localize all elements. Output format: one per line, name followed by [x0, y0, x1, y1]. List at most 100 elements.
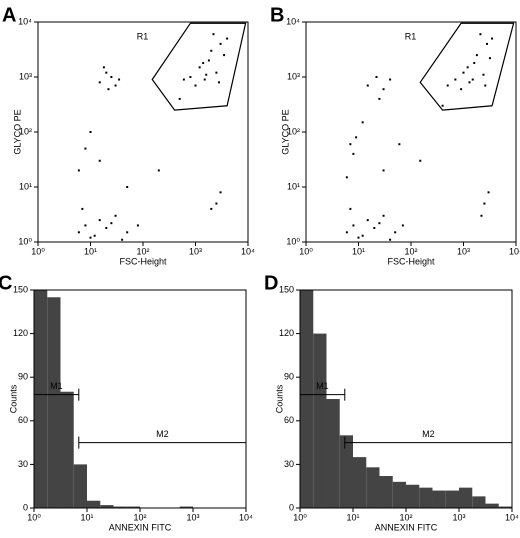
- x-tick-label: 10⁴: [505, 512, 519, 522]
- panel-label: A: [2, 4, 16, 26]
- y-tick-label: 10³: [287, 71, 300, 81]
- event-dot: [136, 224, 139, 227]
- y-tick-label: 10⁰: [286, 236, 300, 246]
- y-tick-label: 0: [23, 502, 28, 512]
- x-axis-label: FSC-Height: [387, 256, 435, 266]
- y-tick-label: 90: [18, 372, 28, 382]
- x-tick-label: 10³: [186, 512, 199, 522]
- event-dot: [114, 84, 117, 87]
- event-dot: [466, 66, 469, 69]
- y-tick-label: 90: [284, 372, 294, 382]
- event-dot: [114, 214, 117, 217]
- event-dot: [89, 236, 92, 239]
- event-dot: [389, 78, 392, 81]
- event-dot: [352, 152, 355, 155]
- event-dot: [210, 49, 213, 52]
- event-dot: [212, 33, 215, 36]
- y-axis-label: GLYCO PE: [280, 109, 290, 154]
- event-dot: [357, 236, 360, 239]
- event-dot: [223, 54, 226, 57]
- event-dot: [398, 143, 401, 146]
- event-dot: [475, 54, 478, 57]
- event-dot: [485, 42, 488, 45]
- histogram-bar: [179, 506, 193, 508]
- y-axis-label: Counts: [8, 384, 18, 413]
- gate-r1: [151, 22, 247, 111]
- histogram-bar: [392, 481, 406, 508]
- histogram-bar: [34, 290, 48, 508]
- x-tick-label: 10²: [133, 512, 146, 522]
- x-tick-label: 10²: [404, 246, 417, 256]
- event-dot: [361, 121, 364, 124]
- histogram-bar: [73, 464, 87, 508]
- event-dot: [361, 234, 364, 237]
- gate-label: R1: [137, 32, 149, 42]
- histogram-bar: [113, 506, 127, 508]
- y-tick-label: 120: [13, 328, 28, 338]
- event-dot: [215, 202, 218, 205]
- event-dot: [157, 169, 160, 172]
- event-dot: [189, 76, 192, 78]
- event-dot: [471, 78, 474, 81]
- event-dot: [394, 231, 397, 234]
- event-dot: [352, 224, 355, 227]
- event-dot: [110, 76, 113, 78]
- x-tick-label: 10¹: [80, 512, 93, 522]
- marker-label: M1: [50, 381, 63, 391]
- x-tick-label: 10¹: [346, 512, 359, 522]
- event-dot: [484, 84, 487, 87]
- event-dot: [98, 219, 101, 222]
- y-axis-label: GLYCO PE: [12, 109, 22, 154]
- event-dot: [489, 57, 492, 60]
- plot-frame: [299, 289, 513, 509]
- y-tick-label: 10²: [287, 126, 300, 136]
- event-dot: [483, 202, 486, 205]
- histogram-bar: [87, 500, 101, 508]
- histogram-bar: [445, 490, 459, 508]
- event-dot: [355, 136, 358, 139]
- histogram-bar: [300, 290, 314, 508]
- gate-label: R1: [405, 32, 417, 42]
- event-dot: [198, 66, 201, 69]
- y-tick-label: 10⁴: [286, 16, 300, 26]
- plot-frame: [37, 21, 249, 243]
- x-tick-label: 10⁴: [509, 246, 520, 256]
- event-dot: [349, 207, 352, 210]
- histogram-bar: [313, 333, 327, 508]
- y-tick-label: 150: [13, 284, 28, 294]
- x-tick-label: 10³: [452, 512, 465, 522]
- x-axis-label: ANNEXIN FITC: [375, 522, 438, 532]
- y-tick-label: 10³: [19, 71, 32, 81]
- y-tick-label: 0: [289, 502, 294, 512]
- event-dot: [382, 214, 385, 217]
- event-dot: [441, 104, 444, 107]
- event-dot: [105, 71, 108, 74]
- plot-frame: [33, 289, 247, 509]
- event-dot: [203, 78, 206, 81]
- histogram-bar: [485, 503, 499, 508]
- event-dot: [81, 207, 84, 210]
- event-dot: [366, 84, 369, 87]
- histogram-bar: [100, 505, 114, 508]
- event-dot: [487, 191, 490, 194]
- x-tick-label: 10³: [457, 246, 470, 256]
- x-tick-label: 10⁰: [31, 246, 45, 256]
- event-dot: [375, 76, 378, 78]
- event-dot: [118, 78, 121, 81]
- y-tick-label: 30: [284, 459, 294, 469]
- event-dot: [205, 73, 208, 76]
- x-tick-label: 10⁴: [239, 512, 253, 522]
- event-dot: [215, 71, 218, 74]
- gate-r1: [419, 22, 515, 111]
- event-dot: [194, 84, 197, 87]
- x-tick-label: 10³: [189, 246, 202, 256]
- event-dot: [460, 88, 463, 91]
- event-dot: [217, 81, 220, 84]
- event-dot: [454, 78, 457, 81]
- event-dot: [210, 207, 213, 210]
- x-tick-label: 10⁴: [241, 246, 255, 256]
- event-dot: [105, 226, 108, 229]
- x-axis-label: ANNEXIN FITC: [109, 522, 172, 532]
- histogram-bar: [126, 506, 140, 508]
